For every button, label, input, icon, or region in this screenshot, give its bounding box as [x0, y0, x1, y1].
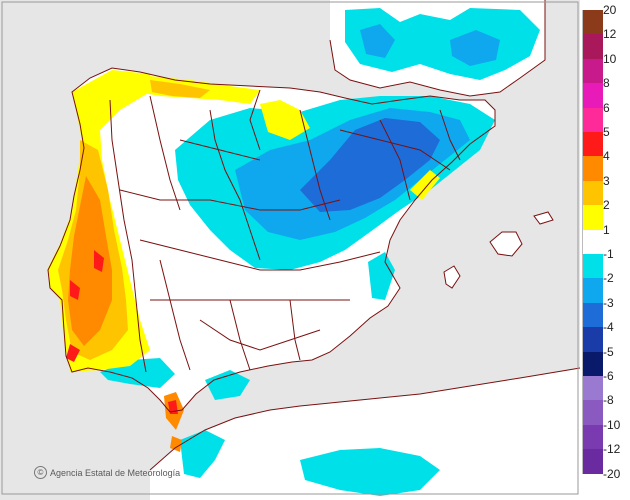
- legend-label: 3: [603, 173, 610, 188]
- legend-label: 12: [603, 27, 617, 42]
- cold-anomaly-north-blue: [300, 118, 440, 212]
- legend-swatch: [582, 10, 603, 35]
- legend-swatch: [582, 400, 603, 425]
- warm-anomaly-west-red: [66, 250, 104, 362]
- legend-swatch: [582, 156, 603, 181]
- copyright-icon: ©: [34, 466, 47, 479]
- africa-land: [150, 368, 580, 500]
- legend-label: 8: [603, 76, 610, 91]
- france-border: [329, 0, 546, 97]
- legend-label: -1: [603, 247, 614, 261]
- legend-swatch: [582, 205, 603, 230]
- legend-label: 6: [603, 100, 610, 115]
- region-borders: [47, 67, 496, 413]
- legend-swatch: [582, 278, 603, 303]
- legend-label: 1: [603, 222, 610, 237]
- agency-credit: © Agencia Estatal de Meteorología: [34, 466, 180, 479]
- legend-swatch: [582, 327, 603, 352]
- legend-label: -5: [603, 344, 614, 359]
- legend-swatch: [582, 351, 603, 376]
- legend-swatch: [582, 58, 603, 84]
- warm-anomaly-northeast-yellow: [260, 100, 440, 200]
- legend-label: 4: [603, 149, 610, 164]
- cold-anomaly-france: [345, 8, 540, 80]
- color-legend: 20 12 10 8 6 5 4 3 2 1 -1 -2 -3 -4 -5 -6 -8 -10 -12 -20: [582, 4, 626, 496]
- legend-swatch: [582, 254, 603, 279]
- legend-label: -3: [603, 295, 614, 310]
- legend-swatch: [582, 449, 603, 474]
- legend-swatch: [582, 34, 603, 59]
- legend-swatch: [582, 107, 603, 132]
- legend-label: 10: [603, 51, 617, 66]
- cold-anomaly-south: [100, 358, 250, 400]
- legend-swatch: [582, 132, 603, 157]
- legend-label: -8: [603, 393, 614, 408]
- cold-anomaly-france-sky: [360, 24, 500, 66]
- menorca-land: [533, 211, 554, 225]
- legend-label: 5: [603, 125, 610, 139]
- legend-swatch: [582, 83, 603, 108]
- legend-label: 20: [603, 3, 617, 17]
- ibiza-land: [443, 265, 461, 289]
- legend-swatch: [582, 376, 603, 401]
- warm-anomaly-north-gold: [150, 80, 210, 98]
- cold-anomaly-east: [368, 252, 395, 300]
- legend-label: -6: [603, 369, 614, 383]
- agency-credit-text: Agencia Estatal de Meteorología: [50, 467, 181, 478]
- mallorca-land: [489, 231, 523, 257]
- legend-label: -12: [603, 442, 621, 457]
- legend-label: -4: [603, 320, 614, 335]
- legend-swatch: [582, 180, 603, 206]
- legend-swatch: [582, 229, 603, 254]
- legend-swatch: [582, 302, 603, 328]
- warm-anomaly-gibraltar-red: [168, 400, 178, 414]
- cold-anomaly-africa: [180, 430, 440, 496]
- warm-anomaly-west-orange: [68, 176, 112, 346]
- legend-label: -2: [603, 271, 614, 286]
- legend-label: -20: [603, 466, 621, 481]
- legend-label: 2: [603, 198, 610, 213]
- legend-swatch: [582, 424, 603, 450]
- watermark: ramet: [488, 456, 527, 472]
- map-frame: [1, 1, 579, 495]
- africa-coast: [149, 367, 581, 471]
- legend-label: -10: [603, 417, 621, 432]
